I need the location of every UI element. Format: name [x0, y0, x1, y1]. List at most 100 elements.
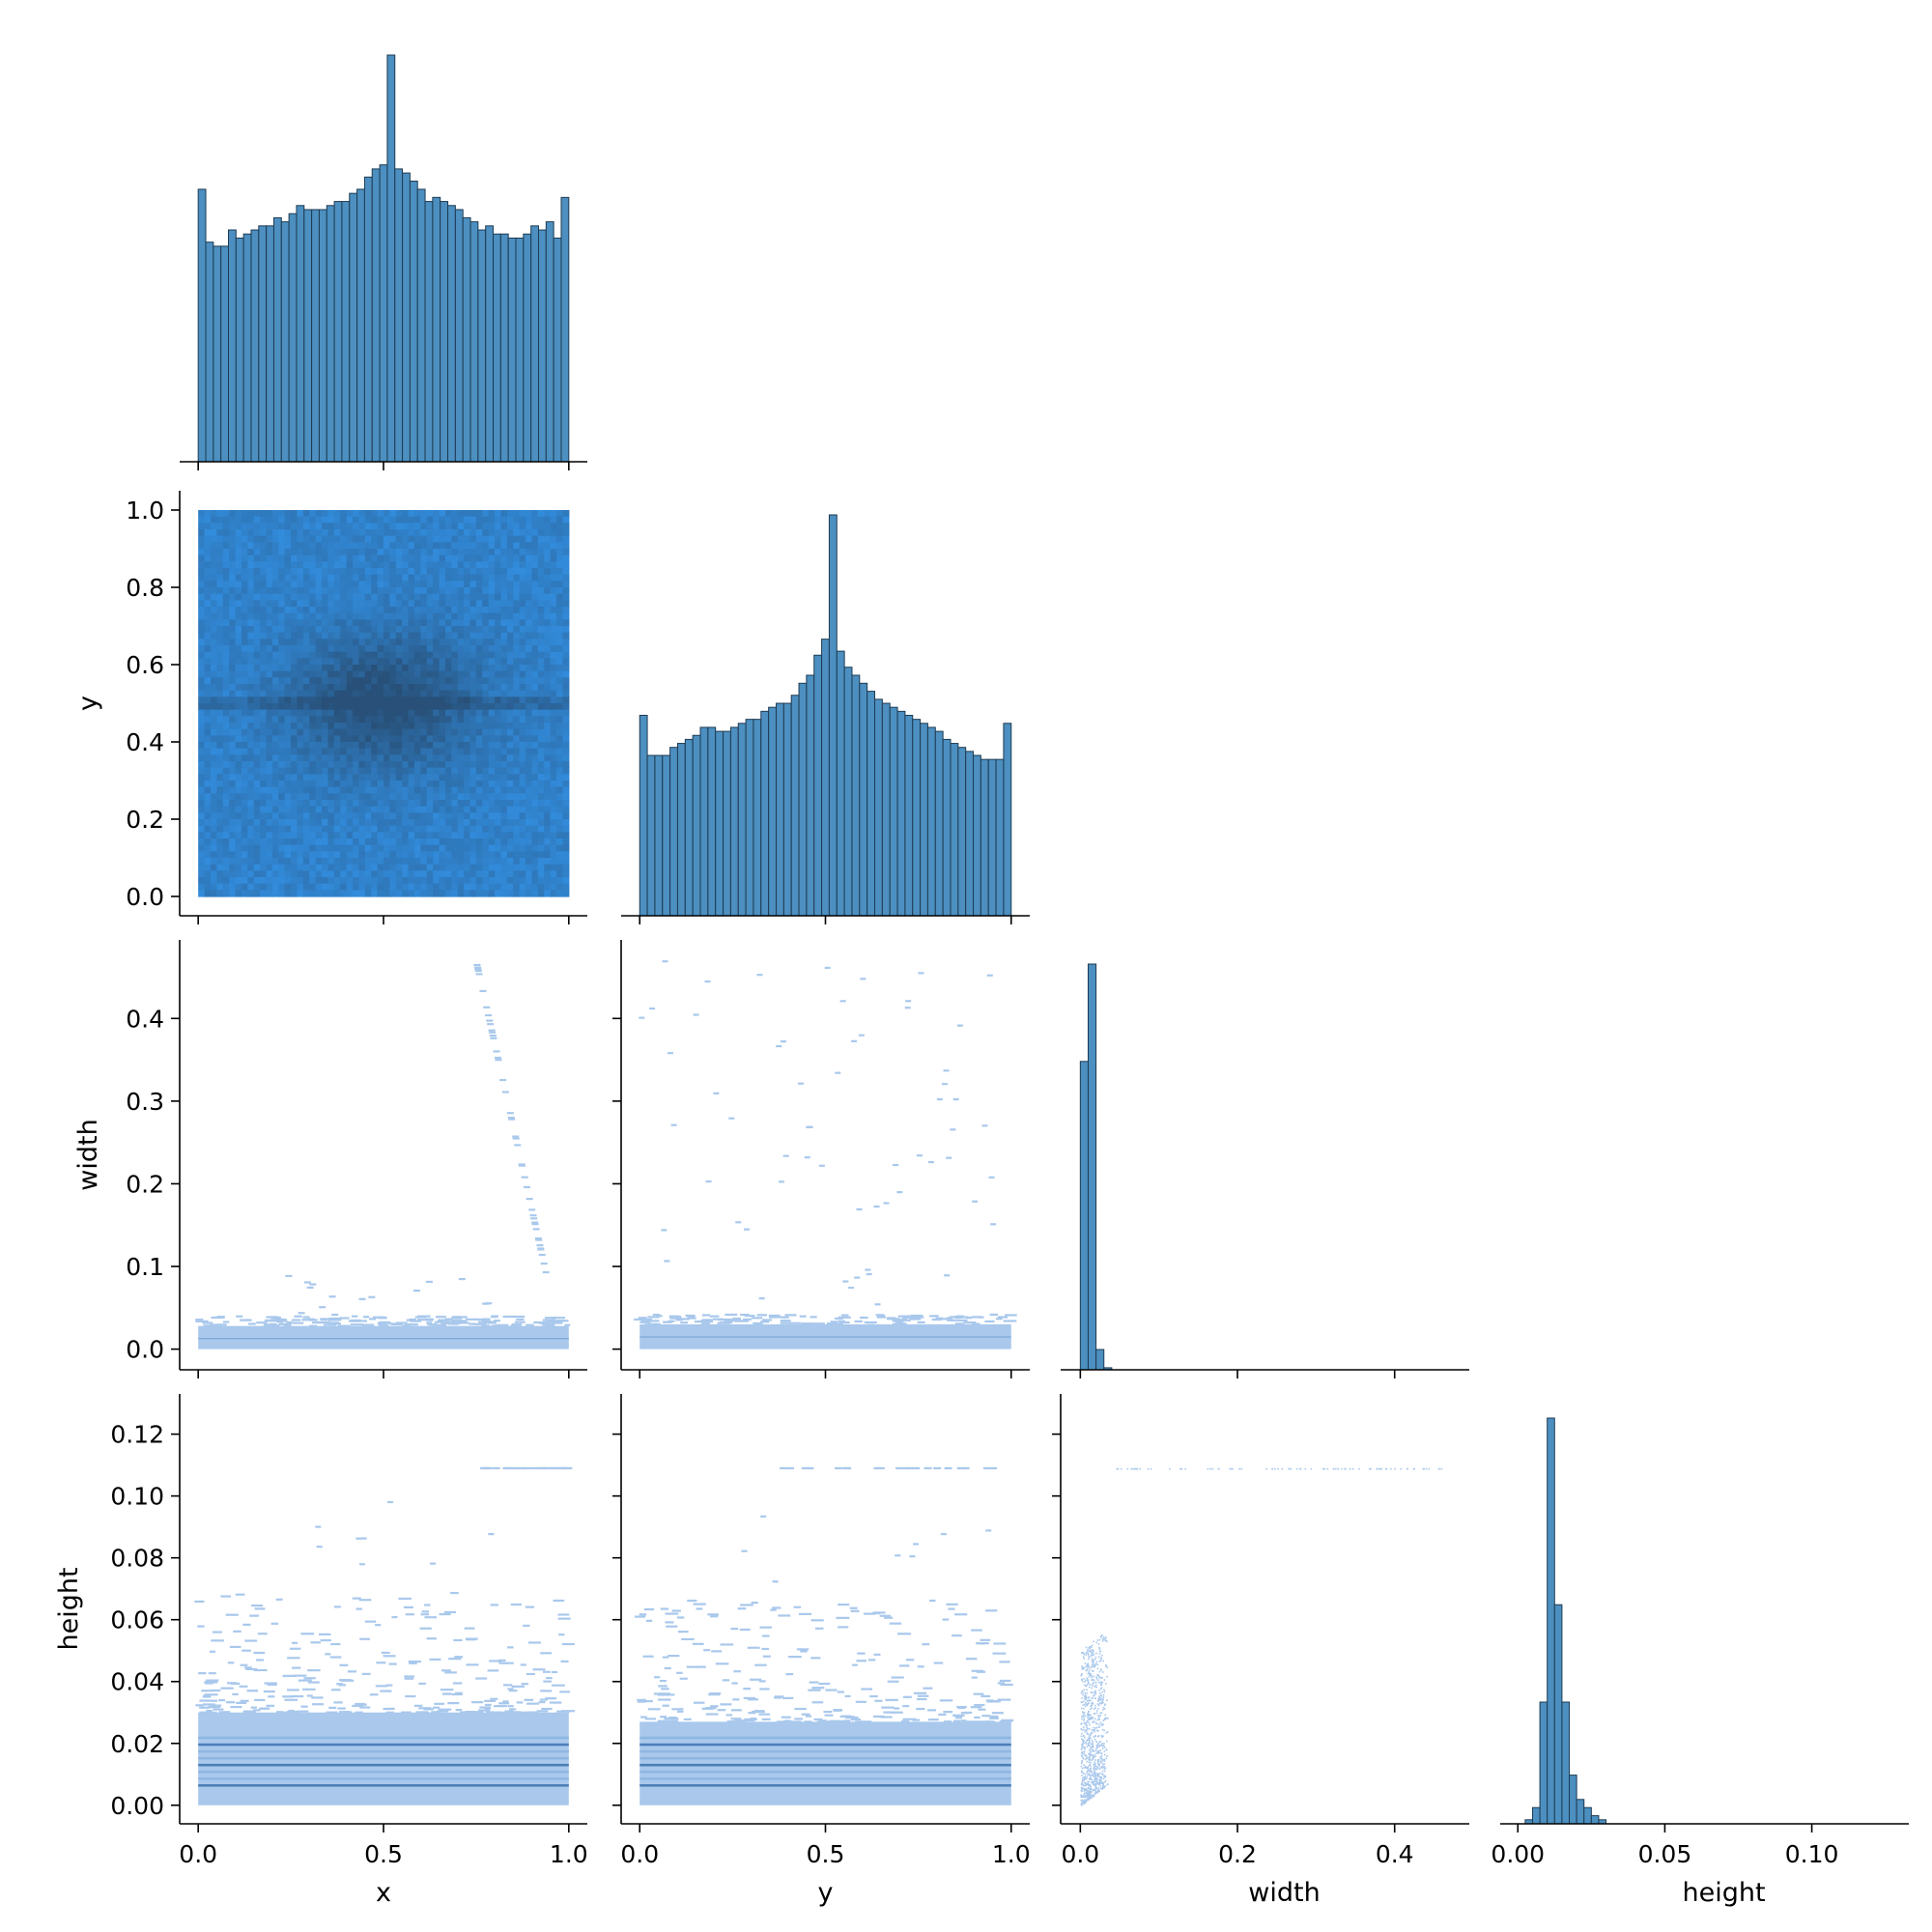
hist2d-cell	[291, 742, 298, 750]
hist2d-cell	[420, 561, 428, 569]
hist2d-cell	[210, 529, 217, 537]
hist2d-cell	[266, 728, 273, 736]
hist2d-cell	[464, 684, 471, 692]
hist2d-cell	[241, 607, 248, 614]
hist2d-cell	[260, 735, 268, 743]
hist2d-cell	[322, 754, 329, 762]
hist2d-cell	[687, 1317, 696, 1320]
hist2d-cell	[506, 761, 514, 769]
hist2d-cell	[679, 1677, 688, 1680]
hist2d-cell	[247, 651, 255, 659]
hist2d-cell	[297, 587, 304, 595]
hist2d-cell	[340, 554, 348, 562]
hist2d-cell	[255, 1659, 265, 1662]
hist2d-cell	[1084, 1799, 1086, 1801]
hist2d-cell	[488, 549, 496, 556]
hist2d-cell	[457, 742, 465, 750]
hist2d-cell	[247, 632, 255, 639]
hist2d-cell	[327, 761, 335, 769]
hist2d-cell	[278, 651, 286, 659]
hist2d-cell	[266, 767, 273, 775]
hist2d-cell	[544, 703, 552, 711]
hist2d-cell	[384, 728, 390, 736]
hist2d-cell	[358, 607, 366, 614]
hist2d-cell	[530, 1217, 538, 1220]
hist2d-cell	[668, 1320, 675, 1322]
hist2d-cell	[482, 767, 490, 775]
hist2d-cell	[384, 587, 390, 595]
hist2d-cell	[556, 677, 564, 685]
hist2d-cell	[353, 600, 360, 608]
hist2d-cell	[210, 877, 217, 885]
hist2d-cell	[284, 728, 292, 736]
hist2d-cell	[923, 1687, 933, 1690]
hist2d-cell	[413, 529, 421, 537]
hist2d-cell	[222, 619, 230, 627]
hist2d-cell	[482, 600, 490, 608]
hist2d-cell	[408, 651, 415, 659]
hist2d-cell	[556, 645, 564, 653]
hist-bar	[715, 730, 724, 917]
hist2d-cell	[443, 1610, 457, 1614]
hist2d-cell	[662, 1656, 669, 1659]
hist2d-cell	[444, 864, 452, 871]
hist2d-cell	[377, 658, 384, 666]
hist2d-cell	[537, 716, 545, 724]
hist2d-cell	[278, 851, 286, 859]
hist2d-cell	[266, 626, 273, 634]
hist2d-cell	[1105, 1732, 1108, 1734]
hist2d-cell	[544, 600, 552, 608]
hist2d-cell	[550, 793, 557, 801]
hist2d-cell	[810, 1619, 824, 1622]
hist2d-cell	[377, 774, 384, 781]
hist2d-cell	[327, 728, 335, 736]
hist2d-cell	[531, 574, 539, 582]
hist2d-cell	[562, 510, 570, 518]
hist2d-cell	[358, 1297, 366, 1300]
hist2d-cell	[278, 690, 286, 697]
hist2d-cell	[513, 864, 521, 871]
hist2d-cell	[693, 1013, 699, 1016]
hist2d-cell	[1087, 1745, 1090, 1747]
hist2d-cell	[562, 723, 570, 730]
hist2d-cell	[526, 612, 533, 620]
hist2d-cell	[371, 516, 379, 524]
hist2d-cell	[544, 587, 552, 595]
hist2d-cell	[204, 793, 212, 801]
hist2d-cell	[302, 1316, 310, 1319]
hist2d-cell	[408, 670, 415, 678]
hist2d-cell	[709, 1315, 720, 1318]
hist2d-cell	[953, 1613, 968, 1616]
hist2d-cell	[433, 696, 440, 704]
hist2d-cell	[526, 568, 533, 576]
hist2d-cell	[235, 612, 242, 620]
hist2d-cell	[537, 626, 545, 634]
hist2d-cell	[513, 883, 521, 891]
hist2d-cell	[556, 607, 564, 614]
hist2d-cell	[917, 1694, 929, 1697]
hist2d-cell	[353, 593, 360, 601]
hist2d-cell	[297, 574, 304, 582]
hist2d-cell	[222, 554, 230, 562]
hist2d-cell	[241, 510, 248, 518]
hist2d-cell	[544, 825, 552, 833]
hist2d-cell	[210, 806, 217, 813]
hist2d-cell	[475, 774, 483, 781]
hist2d-cell	[271, 754, 279, 762]
hist2d-cell	[1084, 1715, 1087, 1718]
hist2d-cell	[389, 690, 397, 697]
hist2d-cell	[297, 670, 304, 678]
hist2d-cell	[266, 665, 273, 672]
hist2d-cell	[309, 767, 317, 775]
hist2d-cell	[198, 800, 206, 808]
hist2d-cell	[222, 832, 230, 839]
hist2d-cell	[488, 581, 496, 588]
hist2d-cell	[402, 723, 410, 730]
hist2d-cell	[337, 1324, 351, 1327]
hist2d-cell	[498, 1702, 510, 1705]
hist2d-cell	[544, 812, 552, 820]
hist2d-cell	[519, 574, 526, 582]
hist2d-cell	[697, 1665, 706, 1668]
hist2d-cell	[302, 632, 310, 639]
hist2d-cell	[216, 593, 224, 601]
